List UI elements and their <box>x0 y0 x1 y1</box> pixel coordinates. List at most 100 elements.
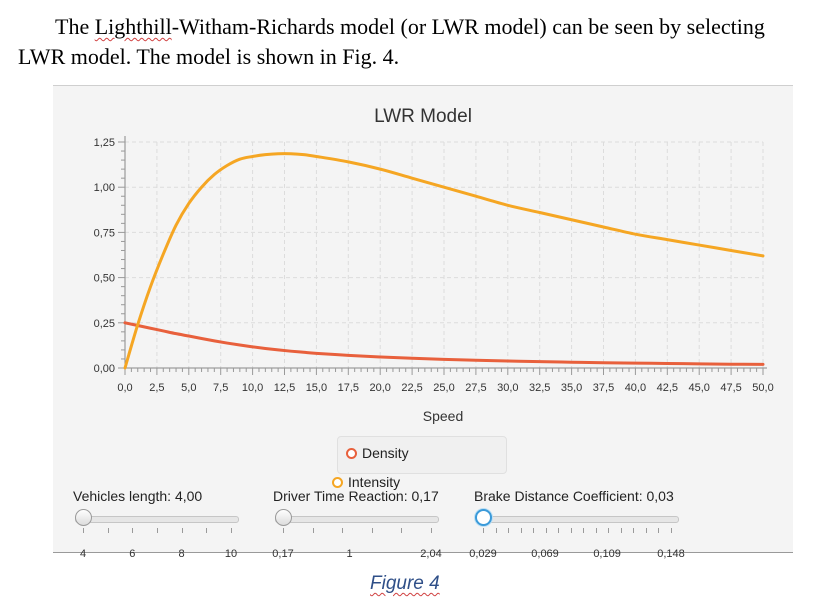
lwr-chart: 0,0 2,5 5,0 7,5 10,0 12,5 15,0 17,5 20,0 22,5 25,0… <box>94 106 774 424</box>
slider-tick-label: 0,109 <box>593 548 621 560</box>
x-tick-label: 20,0 <box>369 382 390 394</box>
x-tick-label: 7,5 <box>213 382 228 394</box>
y-tick-label: 1,25 <box>94 137 115 149</box>
slider-tick <box>545 528 547 533</box>
y-tick-label: 0,50 <box>94 273 115 285</box>
slider-tick <box>620 528 622 533</box>
chart-legend: Density Intensity <box>332 436 507 490</box>
slider-tick-label: 0,148 <box>657 548 685 560</box>
slider-thumb[interactable] <box>75 509 92 526</box>
y-tick-label: 0,00 <box>94 363 115 375</box>
slider-tick-label: 2,04 <box>420 548 442 560</box>
slider-tick <box>181 528 183 533</box>
slider-tick <box>570 528 572 533</box>
x-tick-label: 37,5 <box>593 382 614 394</box>
intensity-marker-icon <box>332 476 343 488</box>
x-tick-label: 25,0 <box>433 382 454 394</box>
slider-tick <box>431 528 432 533</box>
chart-title: LWR Model <box>374 106 472 127</box>
x-tick-label: 12,5 <box>274 382 295 394</box>
slider-tick <box>401 528 403 533</box>
legend-item-density[interactable]: Density <box>346 445 409 461</box>
slider-tick <box>371 528 373 533</box>
slider-tick <box>157 528 158 533</box>
chart-axes: 0,0 2,5 5,0 7,5 10,0 12,5 15,0 17,5 20,0 22,5 25,0… <box>94 136 774 394</box>
x-tick-label: 50,0 <box>752 382 773 394</box>
vehicles-length-label: Vehicles length: 4,00 <box>73 488 203 504</box>
chart-grid <box>124 141 764 369</box>
brake-distance-label: Brake Distance Coefficient: 0,03 <box>474 488 674 504</box>
slider-tick <box>495 528 497 533</box>
spellcheck-word: Lighthill <box>94 14 172 39</box>
slider-tick <box>483 528 484 533</box>
slider-tick <box>608 528 610 533</box>
slider-tick <box>558 528 560 533</box>
slider-track[interactable] <box>475 516 679 523</box>
x-tick-label: 10,0 <box>242 382 263 394</box>
slider-tick <box>283 528 284 533</box>
series-line-intensity <box>123 152 765 370</box>
slider-tick <box>508 528 510 533</box>
x-tick-label: 32,5 <box>529 382 550 394</box>
legend-label: Density <box>362 445 409 461</box>
brake-distance-slider[interactable]: 0,029 0,069 0,109 0,148 <box>469 508 685 560</box>
y-tick-label: 0,25 <box>94 318 115 330</box>
x-tick-label: 47,5 <box>720 382 741 394</box>
slider-tick-label: 8 <box>178 548 185 560</box>
x-tick-label: 30,0 <box>497 382 518 394</box>
slider-tick <box>658 528 660 533</box>
slider-tick <box>231 528 232 533</box>
x-axis-label: Speed <box>423 408 463 424</box>
x-tick-label: 15,0 <box>306 382 327 394</box>
driver-time-reaction-slider[interactable]: 0,17 1 2,04 <box>272 508 442 560</box>
driver-time-reaction-label: Driver Time Reaction: 0,17 <box>273 488 439 504</box>
paragraph-text: -Witham-Richards model (or LWR model) ca… <box>171 14 765 39</box>
slider-tick-label: 1 <box>346 548 353 560</box>
slider-tick <box>132 528 134 533</box>
slider-tick <box>533 528 535 533</box>
slider-track[interactable] <box>275 516 439 523</box>
slider-tick <box>645 528 647 533</box>
x-tick-label: 42,5 <box>657 382 678 394</box>
slider-thumb[interactable] <box>475 509 492 526</box>
slider-thumb[interactable] <box>275 509 292 526</box>
x-tick-label: 22,5 <box>401 382 422 394</box>
x-tick-label: 0,0 <box>117 382 132 394</box>
y-tick-label: 1,00 <box>94 182 115 194</box>
vehicles-length-slider[interactable]: 4 6 8 10 <box>75 508 239 560</box>
slider-tick <box>671 528 672 533</box>
figure-caption: Figure 4 <box>370 573 440 594</box>
paragraph-text: The <box>55 14 95 39</box>
slider-tick-label: 10 <box>224 548 238 560</box>
chart-series <box>123 152 765 370</box>
slider-tick-label: 6 <box>129 548 136 560</box>
slider-tick-label: 0,17 <box>272 548 294 560</box>
legend-item-intensity[interactable]: Intensity <box>332 474 400 490</box>
lwr-app-window: 0,0 2,5 5,0 7,5 10,0 12,5 15,0 17,5 20,0 22,5 25,0… <box>53 85 793 560</box>
x-tick-label: 45,0 <box>688 382 709 394</box>
slider-tick <box>83 528 84 533</box>
slider-tick <box>583 528 585 533</box>
slider-tick <box>107 528 109 533</box>
x-tick-label: 27,5 <box>465 382 486 394</box>
x-tick-label: 5,0 <box>181 382 196 394</box>
slider-tick <box>595 528 597 533</box>
x-tick-label: 40,0 <box>625 382 646 394</box>
paragraph-line-2: LWR model. The model is shown in Fig. 4. <box>18 44 400 69</box>
slider-tick-label: 0,029 <box>469 548 497 560</box>
density-marker-icon <box>346 447 357 459</box>
slider-tick <box>342 528 344 533</box>
x-tick-label: 2,5 <box>149 382 164 394</box>
x-tick-label: 17,5 <box>338 382 359 394</box>
slider-tick-label: 4 <box>79 548 87 560</box>
slider-tick <box>633 528 635 533</box>
x-tick-label: 35,0 <box>561 382 582 394</box>
slider-tick <box>520 528 522 533</box>
slider-tick-label: 0,069 <box>531 548 559 560</box>
y-tick-label: 0,75 <box>94 227 115 239</box>
legend-label: Intensity <box>348 474 401 490</box>
series-line-density <box>123 321 765 366</box>
slider-tick <box>206 528 208 533</box>
slider-tick <box>312 528 314 533</box>
slider-track[interactable] <box>75 516 239 523</box>
